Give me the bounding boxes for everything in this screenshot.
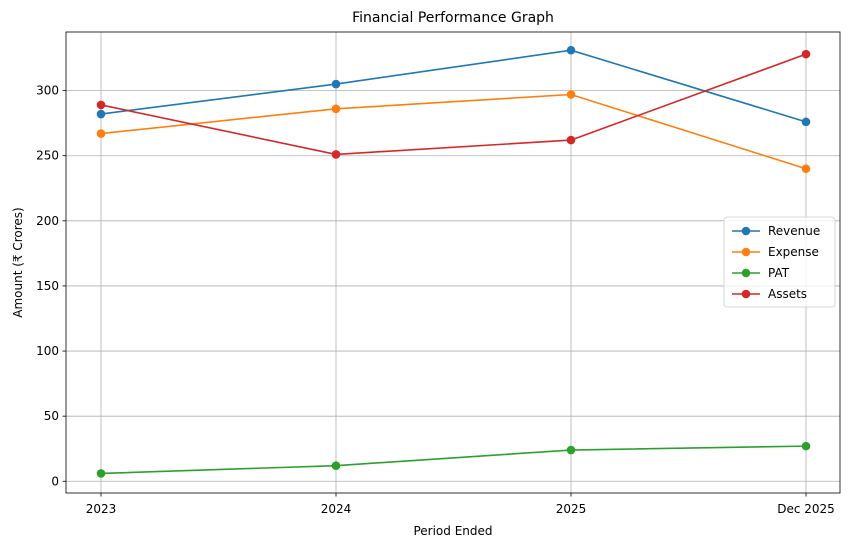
y-tick-label: 0 <box>51 474 59 488</box>
y-axis-label: Amount (₹ Crores) <box>11 207 25 317</box>
x-tick-label: 2023 <box>86 502 117 516</box>
x-tick-label: 2025 <box>556 502 587 516</box>
x-tick-label: Dec 2025 <box>777 502 835 516</box>
series-expense <box>96 90 811 174</box>
data-point <box>331 150 341 159</box>
data-point <box>801 49 811 59</box>
legend-label: Revenue <box>768 224 820 238</box>
legend-marker <box>741 226 751 236</box>
x-axis-label: Period Ended <box>413 524 492 538</box>
legend-label: Expense <box>768 245 819 259</box>
data-point <box>801 117 811 127</box>
y-tick-label: 100 <box>36 344 59 358</box>
series-line <box>100 49 807 123</box>
plot-area-frame <box>65 31 841 494</box>
series-line <box>100 53 807 156</box>
legend-box <box>723 216 836 308</box>
chart-title: Financial Performance Graph <box>352 10 554 26</box>
series-assets <box>96 49 811 159</box>
data-point <box>566 90 576 99</box>
y-tick-label: 50 <box>44 409 59 423</box>
legend: Revenue Expense PAT Assets <box>723 216 836 308</box>
data-point <box>566 135 576 145</box>
legend-marker <box>741 247 751 257</box>
data-point <box>96 469 106 478</box>
legend-label: Assets <box>768 287 807 301</box>
y-tick-label: 250 <box>36 149 59 163</box>
data-point <box>566 445 576 455</box>
axis-ticks: 0 50 100 150 200 250 300 2023 2024 2025 Dec 2025 <box>36 84 835 516</box>
data-point <box>801 441 811 451</box>
data-point <box>96 100 106 110</box>
legend-label: PAT <box>768 266 790 280</box>
series-lines <box>96 45 811 478</box>
x-tick-label: 2024 <box>321 502 352 516</box>
legend-marker <box>741 268 751 278</box>
data-point <box>331 104 341 114</box>
legend-item-revenue: Revenue <box>732 224 820 238</box>
y-tick-label: 300 <box>36 84 59 98</box>
legend-marker <box>741 289 751 299</box>
legend-item-expense: Expense <box>732 245 819 259</box>
series-line <box>100 93 807 170</box>
grid-lines <box>66 32 840 493</box>
data-point <box>331 79 341 89</box>
series-pat <box>96 441 811 478</box>
data-point <box>96 109 106 119</box>
data-point <box>331 461 341 470</box>
y-tick-label: 150 <box>36 279 59 293</box>
legend-item-assets: Assets <box>732 287 807 301</box>
series-revenue <box>96 45 811 127</box>
series-line <box>100 445 807 475</box>
legend-item-pat: PAT <box>732 266 790 280</box>
y-tick-label: 200 <box>36 214 59 228</box>
data-point <box>96 129 106 138</box>
data-point <box>566 45 576 55</box>
data-point <box>801 164 811 174</box>
